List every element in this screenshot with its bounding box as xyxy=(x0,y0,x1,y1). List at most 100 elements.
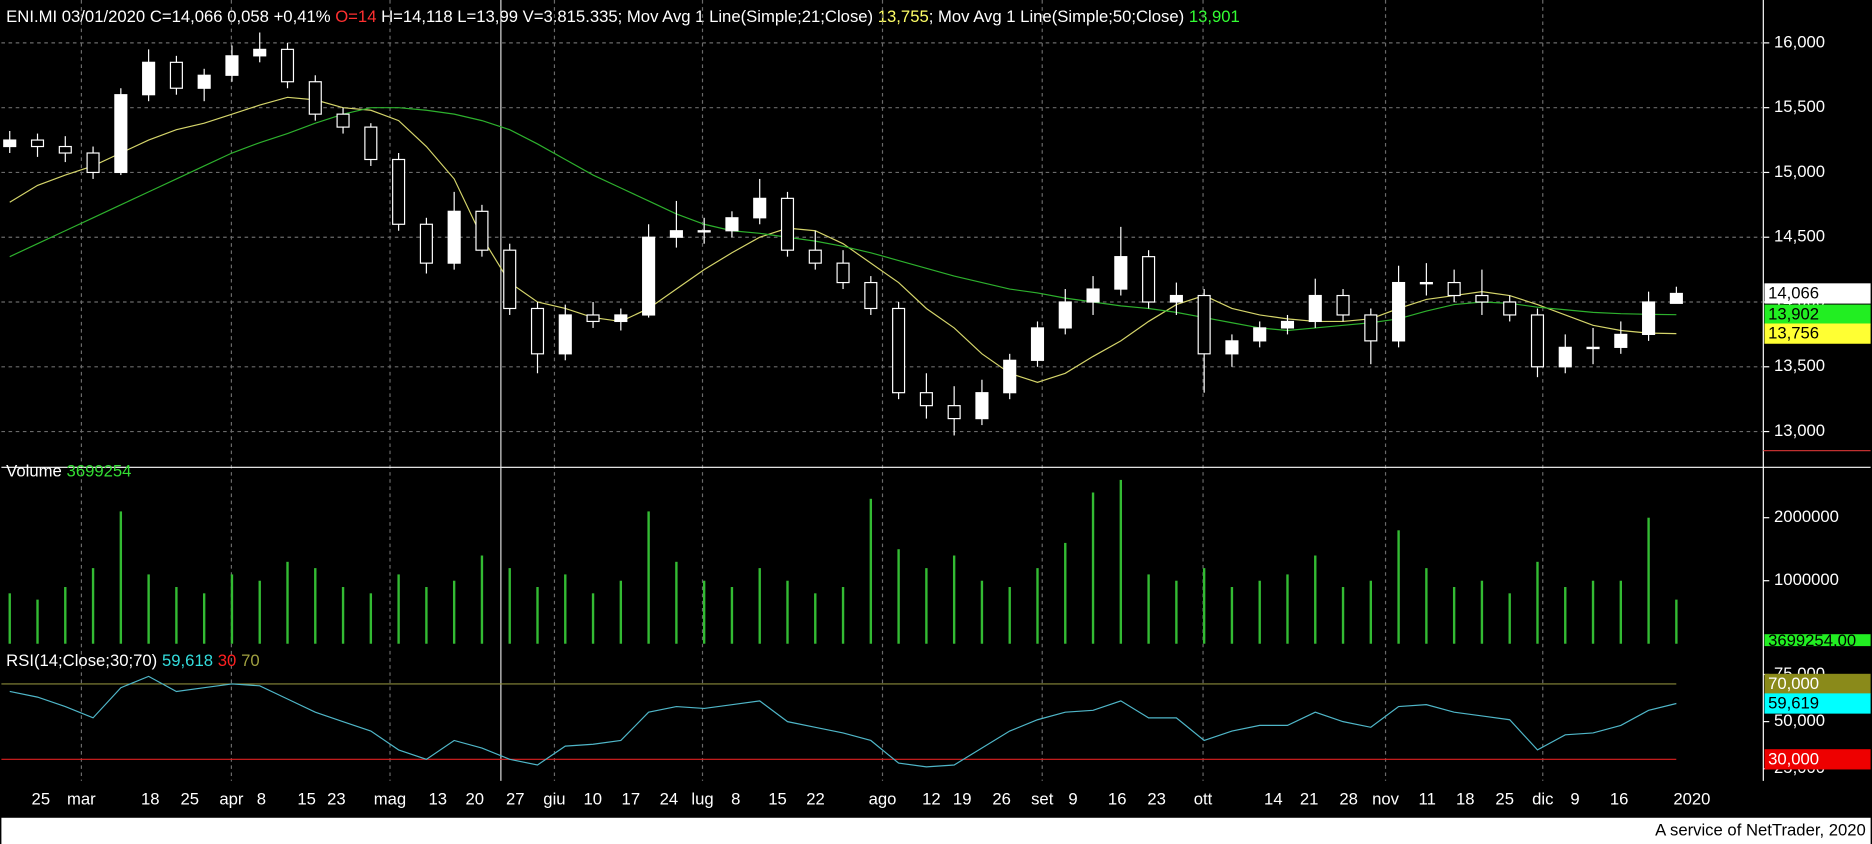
x-tick-label: 23 xyxy=(327,789,346,808)
axis-value-box xyxy=(1764,304,1871,325)
volume-bar xyxy=(1119,479,1123,644)
volume-bar xyxy=(675,561,678,644)
axis-value-box xyxy=(1764,634,1871,647)
candle-body xyxy=(558,314,572,355)
candle-body xyxy=(1475,294,1489,303)
candle-body xyxy=(1558,346,1572,368)
header-part: ; Mov Avg 1 Line(Simple;21;Close) xyxy=(618,7,878,26)
candle-body xyxy=(586,314,600,323)
y-tick-label: 13,000 xyxy=(1774,421,1825,440)
panel-value: 3699254 xyxy=(67,461,132,480)
x-tick-label: apr xyxy=(219,789,244,808)
candle-body xyxy=(864,281,878,310)
x-tick-label: nov xyxy=(1372,789,1400,808)
axis-value-box xyxy=(1764,749,1871,770)
candle-body xyxy=(892,307,906,394)
volume-bar xyxy=(1508,593,1511,644)
volume-bar xyxy=(1341,587,1345,644)
volume-bar xyxy=(786,580,789,644)
panel-title: RSI(14;Close;30;70) xyxy=(6,651,157,670)
x-tick-label: ott xyxy=(1194,789,1213,808)
candle-body xyxy=(1058,301,1072,329)
axis-value-label: 30,000 xyxy=(1768,749,1819,768)
volume-bar xyxy=(286,561,289,644)
volume-bar xyxy=(897,549,900,644)
x-tick-label: 13 xyxy=(429,789,448,808)
volume-bar xyxy=(1591,580,1595,644)
candle-body xyxy=(1142,256,1156,303)
x-tick-label: 8 xyxy=(257,789,266,808)
candle-body xyxy=(1197,294,1211,355)
candle-body xyxy=(919,392,933,407)
x-tick-label: giu xyxy=(543,789,565,808)
x-tick-label: 25 xyxy=(180,789,199,808)
background xyxy=(1,0,1871,818)
y-tick-label: 15,500 xyxy=(1774,97,1825,116)
volume-bar xyxy=(508,568,511,644)
volume-bar xyxy=(258,580,261,644)
candle-body xyxy=(1114,256,1128,290)
x-tick-label: 15 xyxy=(297,789,316,808)
volume-bar xyxy=(480,555,484,644)
volume-bar xyxy=(591,593,595,644)
volume-bar xyxy=(1175,580,1178,644)
volume-bar xyxy=(730,587,734,644)
candle-body xyxy=(530,307,545,355)
candle-body xyxy=(1086,288,1100,303)
y-tick-label: 1000000 xyxy=(1774,570,1839,589)
volume-bar xyxy=(1369,580,1373,644)
candle-body xyxy=(58,145,72,154)
footer-band xyxy=(1,817,1871,844)
volume-bar xyxy=(369,593,373,644)
legend-entry: 30 xyxy=(218,651,237,670)
volume-bar xyxy=(147,574,150,644)
candle-body xyxy=(253,48,267,57)
x-tick-label: 8 xyxy=(731,789,740,808)
volume-bar xyxy=(1091,492,1095,644)
candle-body xyxy=(1642,301,1656,335)
volume-bar xyxy=(202,593,206,644)
candle-body xyxy=(1364,314,1378,342)
panel-title: Volume xyxy=(6,461,62,480)
x-tick-label: 25 xyxy=(32,789,51,808)
candle-body xyxy=(1253,327,1267,342)
volume-bar xyxy=(980,580,984,644)
x-tick-label: 27 xyxy=(506,789,525,808)
candle-body xyxy=(697,230,711,233)
candle-body xyxy=(308,81,322,115)
volume-bar xyxy=(841,587,845,644)
candle-body xyxy=(836,262,850,284)
volume-bar xyxy=(1147,574,1150,644)
x-tick-label: mag xyxy=(374,789,406,808)
volume-bar xyxy=(952,555,956,644)
header-part: 13,901 xyxy=(1189,7,1240,26)
volume-bar xyxy=(1314,555,1317,644)
x-tick-label: 21 xyxy=(1300,789,1319,808)
candle-body xyxy=(780,197,795,251)
candle-body xyxy=(169,61,183,89)
volume-bar xyxy=(1202,568,1206,644)
candle-body xyxy=(1308,294,1322,323)
volume-bar xyxy=(1536,561,1539,644)
y-tick-label: 50,000 xyxy=(1774,711,1825,730)
candle-body xyxy=(1614,333,1628,348)
candle-body xyxy=(1669,292,1683,304)
volume-bar xyxy=(1675,599,1678,644)
volume-bar xyxy=(36,599,39,644)
volume-bar xyxy=(1647,517,1650,644)
x-tick-label: 10 xyxy=(584,789,603,808)
axis-value-label: 59,619 xyxy=(1768,693,1819,712)
volume-bar xyxy=(1564,587,1567,644)
legend-entry: 59,618 xyxy=(162,651,213,670)
x-tick-label: 12 xyxy=(922,789,941,808)
x-tick-label: set xyxy=(1031,789,1054,808)
candle-body xyxy=(1225,340,1239,355)
volume-bar xyxy=(397,574,400,644)
candle-body xyxy=(1336,294,1350,316)
header-part: O=14 xyxy=(335,7,376,26)
x-tick-label: 9 xyxy=(1068,789,1077,808)
volume-bar xyxy=(1480,580,1484,644)
axis-value-box xyxy=(1764,673,1871,695)
